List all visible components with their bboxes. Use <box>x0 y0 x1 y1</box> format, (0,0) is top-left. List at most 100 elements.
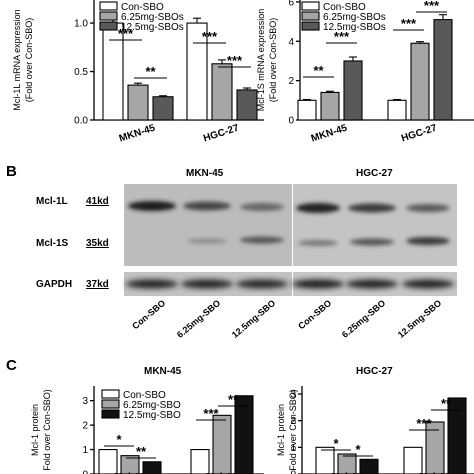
legend-swatch <box>101 409 120 419</box>
category-label: HGC-27 <box>202 123 241 145</box>
significance-stars: ** <box>441 396 452 411</box>
y-axis-label: Mcl-1 protein <box>30 404 40 456</box>
lane-label: Con-SBO <box>296 298 333 331</box>
chart-mcl1l-mrna: Mcl-1L mRNA expression (Fold over Con-SBO… <box>12 0 264 145</box>
chart-mcl1s-mrna: Mcl-1S mRNA expression (Fold over Con-SBO… <box>256 0 474 145</box>
legend-label: 12.5mg-SBOs <box>323 22 386 33</box>
significance-stars: *** <box>118 26 134 41</box>
lane-label: 12.5mg-SBO <box>396 298 443 340</box>
bar-mcl-1l-1 <box>337 453 357 474</box>
lane-labels: Con-SBO 6.25mg-SBO 12.5mg-SBO Con-SBO 6.25mg… <box>130 298 443 340</box>
category-label: MKN-45 <box>118 123 157 145</box>
bar-mcl-1s-0 <box>190 449 210 474</box>
blot-membrane-left <box>124 184 292 266</box>
legend-swatch <box>101 389 120 399</box>
category-label: HGC-27 <box>400 123 439 145</box>
panel-b-letter: B <box>6 163 17 180</box>
blot-membrane-right <box>293 184 457 266</box>
significance-stars: *** <box>203 406 219 421</box>
legend-swatch <box>301 21 320 31</box>
bar-mcl-1s-0 <box>403 446 423 474</box>
y-tick-label: 6 <box>288 0 294 8</box>
row-kd-mcl1l: 41kd <box>86 196 109 207</box>
category-label: Mcl-1S <box>206 472 239 474</box>
significance-stars: *** <box>424 0 440 13</box>
bands-mcl1l <box>128 201 450 213</box>
panel-b: B MKN-45 HGC-27 <box>6 163 457 340</box>
y-tick-label: 1 <box>290 443 296 454</box>
y-tick-label: 2 <box>82 421 88 432</box>
y-tick-label: 1.0 <box>74 19 88 30</box>
lane-label: 6.25mg-SBO <box>175 298 222 340</box>
bar-mcl-1l-0 <box>315 446 335 474</box>
y-tick-label: 1 <box>82 445 88 456</box>
significance-stars: *** <box>334 29 350 44</box>
chart-title: MKN-45 <box>144 366 182 377</box>
legend-label: 6.25mg-SBOs <box>121 12 184 23</box>
y-axis-label: Mcl-1L mRNA expression <box>12 9 22 110</box>
bar-mkn-45-1 <box>320 91 340 121</box>
significance-stars: ** <box>313 63 324 78</box>
legend-label: 6.25mg-SBOs <box>323 12 386 23</box>
significance-stars: *** <box>416 416 432 431</box>
bar-mkn-45-0 <box>297 99 317 121</box>
significance-stars: ** <box>136 444 147 459</box>
significance-stars: *** <box>227 53 243 68</box>
y-tick-label: 0 <box>288 116 294 127</box>
bar-mcl-1s-2 <box>234 395 254 474</box>
chart-title: HGC-27 <box>356 366 393 377</box>
blot-group-hgc27: HGC-27 <box>356 168 393 179</box>
bands-mcl1s <box>187 236 450 246</box>
row-label-mcl1l: Mcl-1L <box>36 196 68 207</box>
legend-label: Con-SBO <box>123 390 166 401</box>
significance-stars: ** <box>228 392 239 407</box>
y-tick-label: 0 <box>82 470 88 474</box>
category-label: Mcl-1S <box>419 472 452 474</box>
significance-stars: * <box>116 432 122 447</box>
bar-hgc-27-1 <box>410 42 430 121</box>
category-label: Mcl-1L <box>331 472 363 474</box>
legend-swatch <box>99 21 118 31</box>
y-tick-label: 2 <box>290 416 296 427</box>
y-tick-label: 0.5 <box>74 67 88 78</box>
bar-hgc-27-2 <box>433 19 453 121</box>
bar-mkn-45-2 <box>343 60 363 121</box>
y-axis-label-2: Fold over Con-SBO) <box>288 389 298 471</box>
bar-mcl-1s-1 <box>425 421 445 474</box>
y-tick-label: 3 <box>82 396 88 407</box>
bar-hgc-27-1 <box>211 63 233 121</box>
legend-label: Con-SBO <box>323 2 366 13</box>
bar-hgc-27-0 <box>387 99 407 121</box>
significance-stars: *** <box>202 29 218 44</box>
y-tick-label: 0 <box>290 470 296 474</box>
significance-stars: * <box>333 436 339 451</box>
legend-label: 12.5mg-SBOs <box>121 22 184 33</box>
bar-mcl-1l-2 <box>359 458 379 474</box>
legend-swatch <box>301 11 320 21</box>
significance-stars: ** <box>145 64 156 79</box>
y-axis-label-2: (Fold over Con-SBO) <box>268 18 278 103</box>
legend-swatch <box>101 399 120 409</box>
legend-label: Con-SBO <box>121 2 164 13</box>
y-axis-label-2: Fold over Con-SBO) <box>42 389 52 471</box>
category-label: MKN-45 <box>310 123 349 145</box>
panel-c-letter: C <box>6 357 17 374</box>
legend-swatch <box>99 11 118 21</box>
category-label: Mcl-1L <box>114 472 146 474</box>
significance-stars: * <box>355 442 361 457</box>
bar-mcl-1s-1 <box>212 414 232 474</box>
y-tick-label: 0.0 <box>74 116 88 127</box>
bar-mcl-1s-2 <box>447 397 467 474</box>
blot-group-mkn45: MKN-45 <box>186 168 224 179</box>
lane-label: Con-SBO <box>130 298 167 331</box>
legend-label: 12.5mg-SBO <box>123 410 181 421</box>
significance-stars: *** <box>401 16 417 31</box>
row-kd-mcl1s: 35kd <box>86 238 109 249</box>
legend-label: 6.25mg-SBO <box>123 400 181 411</box>
y-tick-label: 3 <box>290 390 296 401</box>
bar-mkn-45-1 <box>127 84 149 121</box>
bar-mkn-45-2 <box>152 96 174 121</box>
